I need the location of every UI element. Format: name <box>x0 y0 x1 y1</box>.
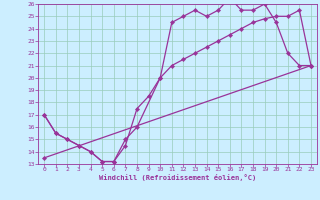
X-axis label: Windchill (Refroidissement éolien,°C): Windchill (Refroidissement éolien,°C) <box>99 174 256 181</box>
